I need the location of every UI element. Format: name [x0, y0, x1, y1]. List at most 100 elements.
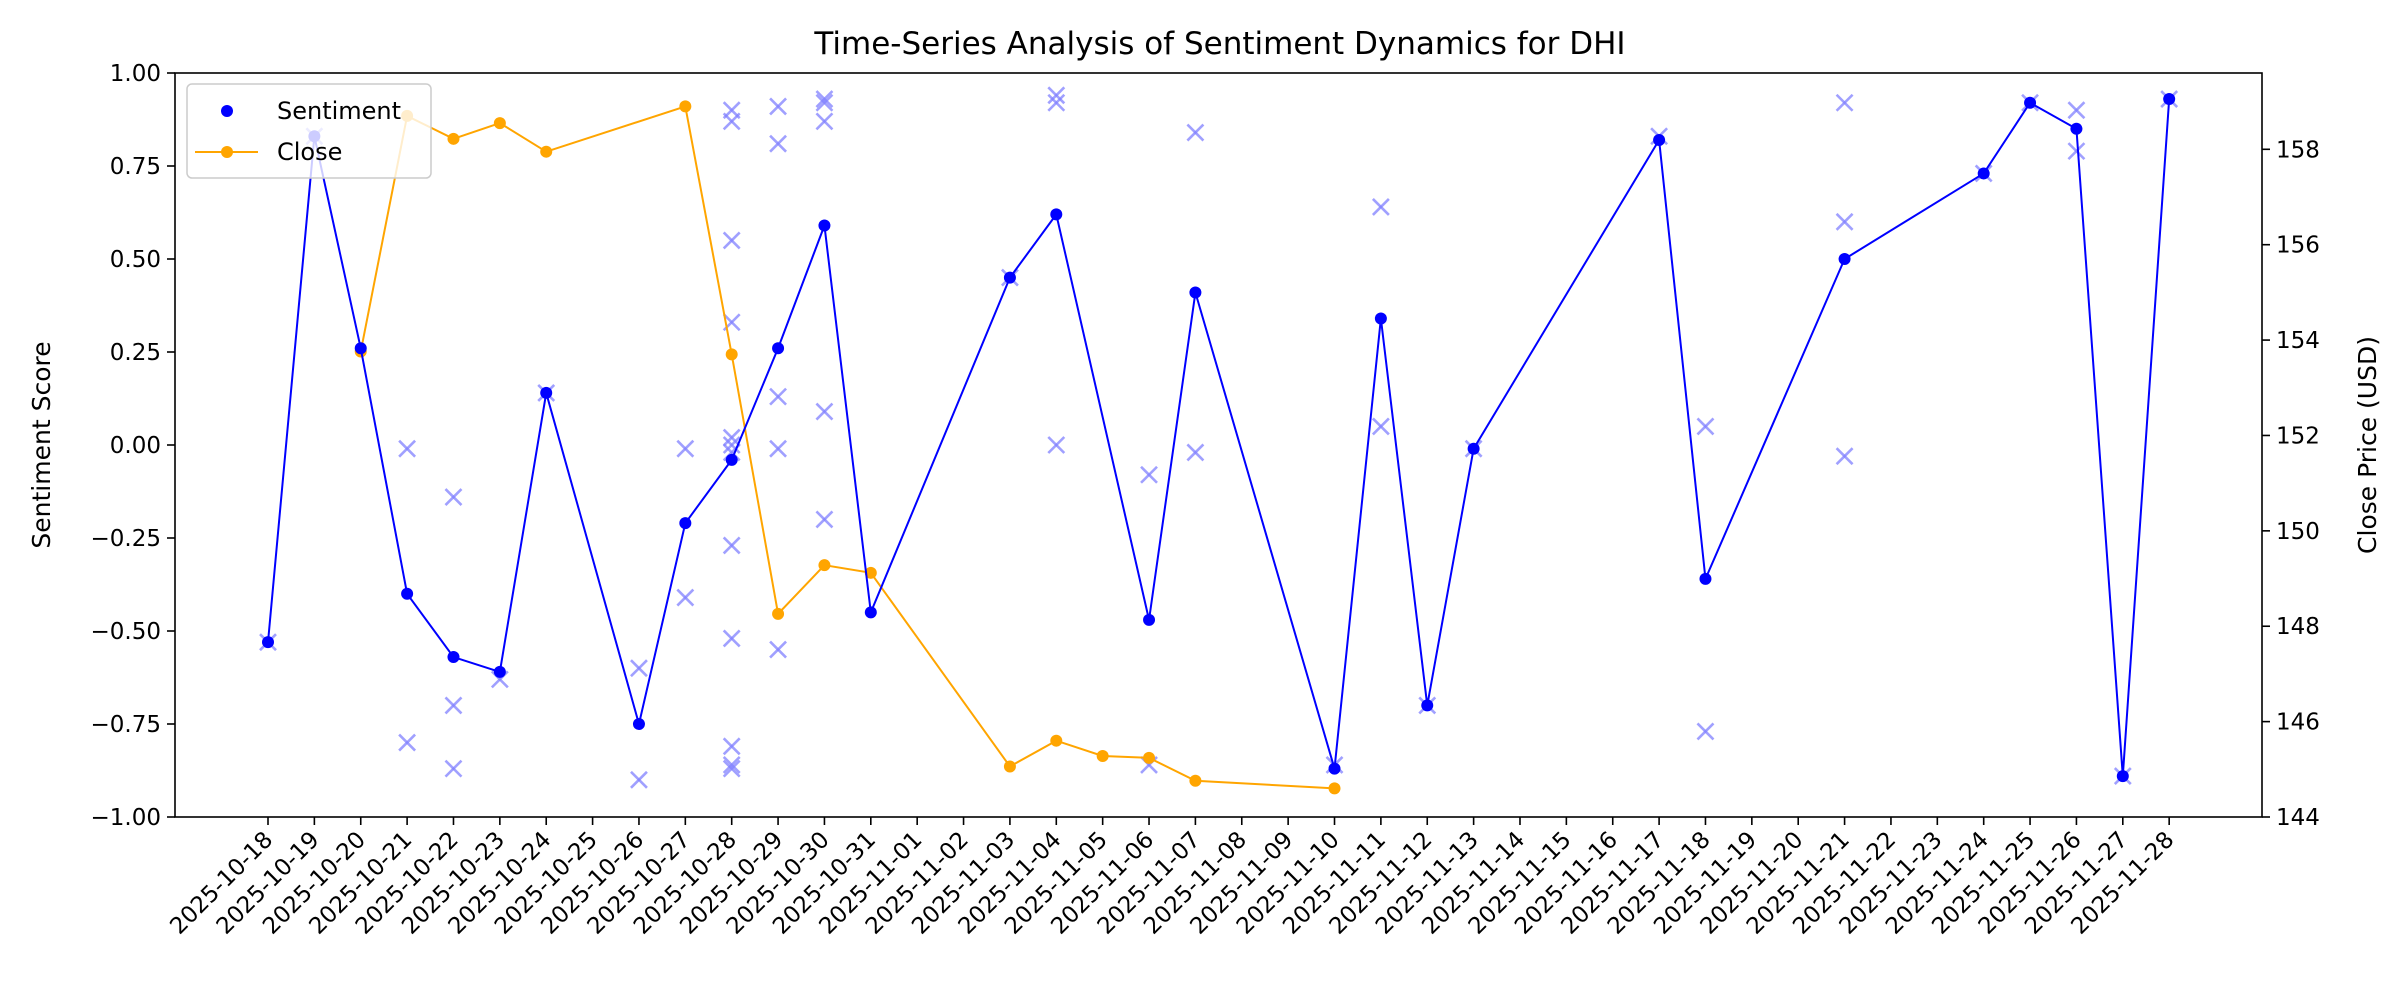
y2-tick-label: 146 — [2276, 710, 2320, 736]
y-tick-label: 0.50 — [110, 247, 161, 273]
sentiment-point — [1977, 167, 1990, 180]
raw-sentiment-marker — [769, 134, 787, 153]
raw-sentiment-marker — [722, 737, 741, 756]
raw-sentiment-marker — [815, 402, 834, 421]
raw-sentiment-marker — [630, 770, 648, 789]
sentiment-point — [354, 342, 367, 355]
x-axis: 2025-10-182025-10-192025-10-202025-10-21… — [165, 817, 2179, 940]
close-point — [818, 559, 831, 572]
sentiment-point — [1653, 133, 1666, 146]
y2-tick-label: 154 — [2276, 328, 2320, 354]
y2-tick-label: 156 — [2276, 233, 2320, 259]
legend-sentiment-label: Sentiment — [277, 97, 401, 125]
sentiment-point — [1050, 208, 1063, 221]
sentiment-point — [2024, 96, 2037, 109]
sentiment-point — [540, 386, 553, 399]
raw-sentiment-marker — [769, 387, 787, 406]
sentiment-line — [267, 98, 2171, 777]
y2-tick-label: 152 — [2276, 423, 2320, 449]
plot-area — [174, 72, 2263, 818]
sentiment-point — [1189, 286, 1202, 299]
sentiment-point — [772, 342, 785, 355]
y-tick-label: −0.25 — [91, 526, 161, 552]
raw-sentiment-marker — [769, 439, 787, 458]
plot-frame — [174, 72, 2263, 818]
sentiment-point — [401, 587, 414, 600]
close-point — [864, 566, 877, 579]
sentiment-point — [1467, 442, 1480, 455]
close-point — [540, 145, 553, 158]
close-point — [679, 100, 692, 113]
sentiment-point — [1699, 572, 1712, 585]
close-point — [1003, 760, 1016, 773]
close-point — [1050, 734, 1063, 747]
sentiment-point — [1003, 271, 1016, 284]
raw-sentiment-marker — [676, 588, 695, 607]
sentiment-point — [1374, 312, 1387, 325]
y2-tick-label: 158 — [2276, 137, 2320, 163]
raw-sentiment-marker — [444, 696, 463, 715]
sentiment-point — [725, 453, 738, 466]
close-point — [1328, 782, 1341, 795]
y2-tick-label: 150 — [2276, 519, 2320, 545]
sentiment-point — [1328, 762, 1341, 775]
raw-sentiment-marker — [630, 659, 648, 678]
sentiment-point — [632, 718, 645, 730]
y2-axis-label: Close Price (USD) — [2353, 336, 2382, 554]
y-tick-label: 0.00 — [110, 433, 161, 459]
sentiment-point — [1421, 699, 1434, 712]
y-axis-label: Sentiment Score — [27, 341, 56, 548]
y-tick-label: −1.00 — [91, 805, 161, 831]
close-point — [447, 132, 460, 145]
raw-sentiment-layer — [259, 86, 2179, 789]
raw-sentiment-marker — [769, 640, 787, 659]
y-tick-label: 1.00 — [110, 61, 161, 87]
raw-sentiment-marker — [1371, 198, 1390, 216]
raw-sentiment-marker — [722, 759, 741, 778]
raw-sentiment-marker — [722, 756, 741, 774]
legend: Sentiment Close — [186, 83, 432, 179]
y-axis-right: 144 146 148 150 152 154 156 158 — [2262, 137, 2320, 831]
close-point — [772, 607, 785, 620]
y-tick-label: −0.75 — [91, 712, 161, 738]
raw-sentiment-marker — [398, 439, 417, 458]
sentiment-point — [2116, 770, 2129, 783]
sentiment-point — [864, 606, 877, 619]
y2-tick-label: 144 — [2276, 805, 2320, 831]
close-point — [493, 117, 506, 130]
raw-sentiment-marker — [769, 97, 787, 116]
raw-sentiment-marker — [2067, 101, 2086, 120]
raw-sentiment-marker — [1186, 443, 1205, 462]
y-tick-label: 0.25 — [110, 340, 161, 366]
close-point — [725, 348, 738, 361]
sentiment-point — [493, 665, 506, 678]
legend-sentiment-marker — [221, 105, 233, 117]
close-series-layer — [354, 100, 1341, 795]
raw-sentiment-marker — [722, 536, 741, 555]
raw-sentiment-marker — [1047, 93, 1066, 112]
y-axis-left: −1.00 −0.75 −0.50 −0.25 0.00 0.25 0.50 0.75 1.00 — [91, 61, 175, 831]
sentiment-point — [679, 517, 692, 530]
raw-sentiment-marker — [722, 231, 741, 250]
y-tick-label: 0.75 — [110, 154, 161, 180]
sentiment-point — [2163, 93, 2176, 106]
raw-sentiment-marker — [722, 112, 741, 131]
raw-sentiment-marker — [1047, 436, 1066, 454]
raw-sentiment-marker — [815, 112, 834, 131]
legend-close-label: Close — [277, 138, 342, 166]
chart-title: Time-Series Analysis of Sentiment Dynami… — [813, 26, 1625, 62]
raw-sentiment-marker — [444, 759, 463, 778]
raw-sentiment-marker — [1186, 123, 1205, 142]
raw-sentiment-marker — [1835, 93, 1854, 112]
raw-sentiment-marker — [398, 733, 417, 752]
raw-sentiment-marker — [1371, 417, 1390, 436]
legend-close-marker — [221, 146, 233, 158]
raw-sentiment-marker — [1140, 465, 1158, 484]
raw-sentiment-marker — [1696, 722, 1715, 741]
close-point — [1096, 749, 1109, 762]
raw-sentiment-marker — [1047, 86, 1066, 105]
sentiment-point — [818, 219, 831, 232]
raw-sentiment-marker — [815, 90, 834, 108]
sentiment-point — [447, 651, 460, 664]
